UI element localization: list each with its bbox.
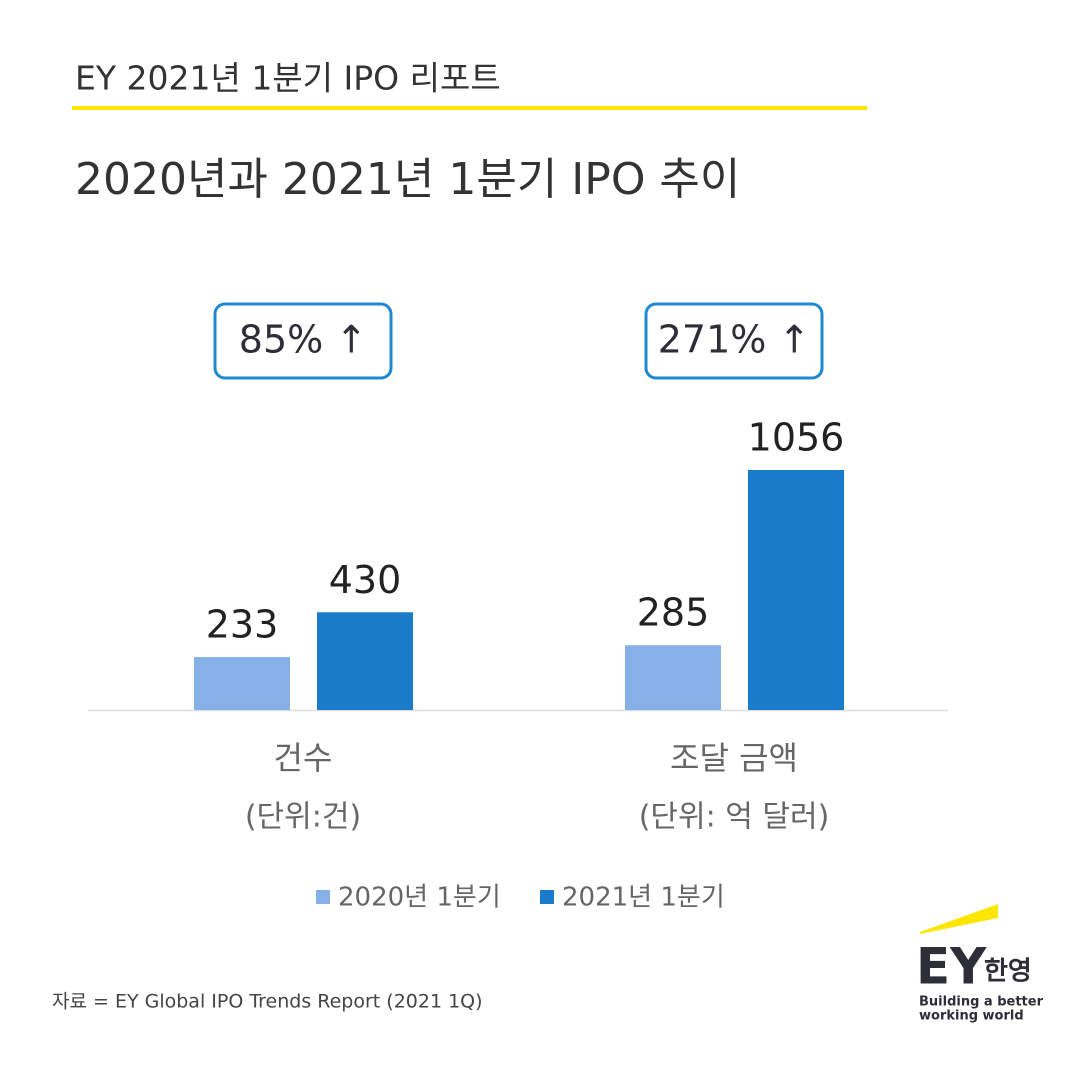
header: EY 2021년 1분기 IPO 리포트 [75,59,501,98]
chart-title: 2020년과 2021년 1분기 IPO 추이 [75,154,740,205]
value-label: 285 [637,591,710,635]
category-label: 조달 금액 [670,739,798,777]
legend-swatch [316,890,330,904]
bar [625,645,721,710]
category-unit: (단위: 억 달러) [639,800,830,835]
bar [194,657,290,710]
bar [317,612,413,710]
category-unit: (단위:건) [245,800,361,835]
annotation-box [644,302,824,380]
annotation: 85% ↑ [239,318,367,362]
bar [748,470,844,710]
legend-label: 2021년 1분기 [562,883,725,913]
annotation: 271% ↑ [658,318,811,362]
logo-tagline: working world [919,1009,1024,1024]
logo-tagline: Building a better [919,995,1044,1010]
value-label: 233 [206,603,279,647]
logo-mark: EY [916,938,987,996]
logo-name: 한영 [984,957,1032,987]
legend-swatch [540,890,554,904]
annotation-box [213,302,393,380]
logo-slash [920,904,998,934]
legend-label: 2020년 1분기 [338,883,501,913]
source: 자료 = EY Global IPO Trends Report (2021 1… [52,991,483,1013]
value-label: 430 [329,558,402,602]
category-label: 건수 [274,739,333,777]
value-label: 1056 [748,416,845,460]
header-rule [72,106,867,110]
